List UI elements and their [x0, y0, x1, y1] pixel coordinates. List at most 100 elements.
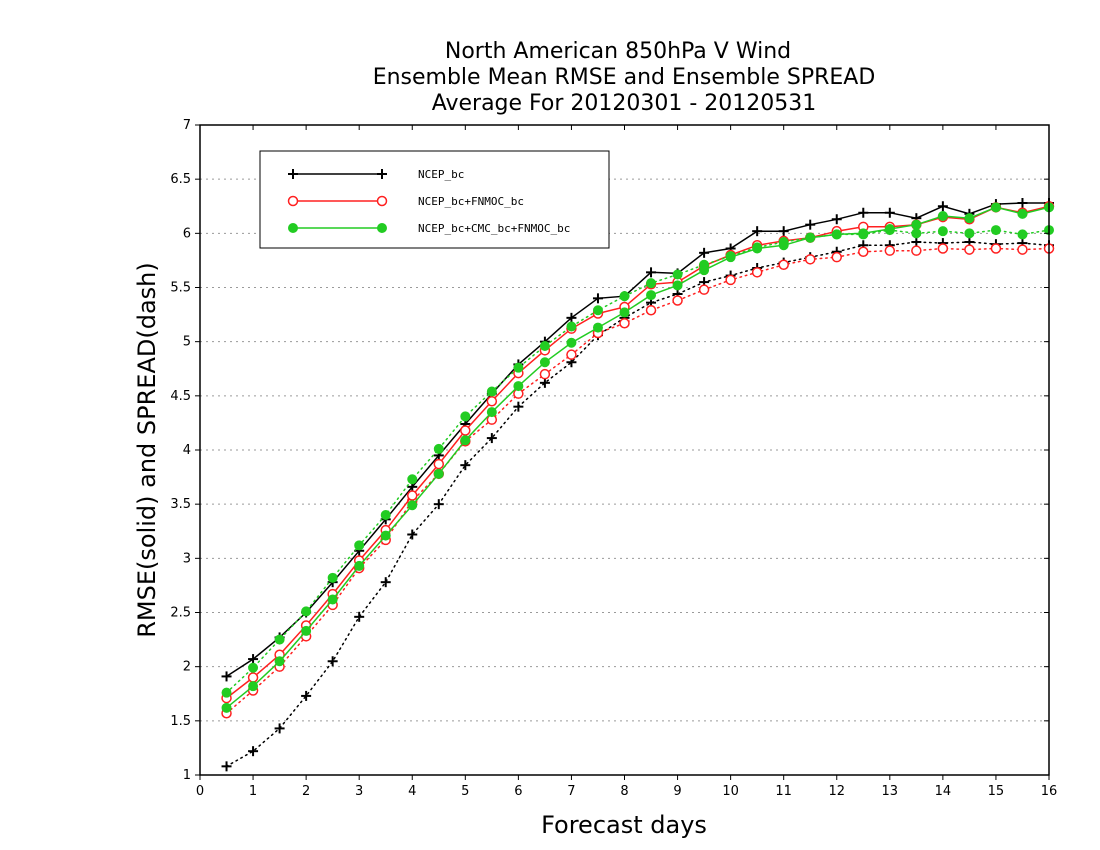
x-tick-label: 13 [882, 784, 899, 799]
series-1-rmse-point [805, 219, 816, 230]
series-3-rmse-point [486, 407, 497, 418]
series-3-rmse-point [778, 240, 789, 251]
series-3-rmse-point [248, 681, 259, 692]
series-1-spread-point [539, 377, 550, 388]
series-group [221, 198, 1055, 772]
series-3-rmse-point [990, 202, 1001, 213]
series-3-spread-point [990, 225, 1001, 236]
series-3-rmse-point [301, 625, 312, 636]
x-tick-label: 12 [828, 784, 845, 799]
series-3-rmse-point [274, 656, 285, 667]
series-3-rmse-point [805, 232, 816, 243]
series-2-spread-point [804, 254, 816, 265]
series-3-rmse-point [831, 229, 842, 240]
series-2-spread-point [751, 267, 763, 278]
series-1-spread-point [513, 401, 524, 412]
series-3-spread-point [486, 386, 497, 397]
x-tick-label: 10 [722, 784, 739, 799]
series-3-rmse-point [460, 435, 471, 446]
series-1-rmse-point [778, 226, 789, 237]
y-tick-label: 4 [183, 443, 191, 458]
gridlines [200, 178, 1049, 722]
series-2-rmse-point [433, 458, 445, 470]
series-1-rmse-point [221, 671, 232, 682]
legend-label-3: NCEP_bc+CMC_bc+FNMOC_bc [418, 222, 570, 235]
y-tick-label: 7 [183, 118, 191, 133]
series-2-spread-point [884, 245, 896, 256]
chart-title: North American 850hPa V Wind Ensemble Me… [373, 39, 876, 116]
series-1-rmse-point [831, 214, 842, 225]
series-1-spread-point [911, 237, 922, 247]
series-2-spread-point [672, 295, 683, 306]
series-2-spread-point [566, 349, 577, 360]
series-3-rmse-point [354, 560, 365, 571]
y-tick-label: 6.5 [170, 172, 191, 187]
title-line-2: Ensemble Mean RMSE and Ensemble SPREAD [373, 65, 876, 90]
series-3-spread-point [646, 278, 657, 289]
y-tick-label: 2.5 [170, 606, 191, 621]
y-tick-label: 5 [183, 335, 191, 350]
y-tick-label: 2 [183, 660, 191, 675]
y-tick-label: 3 [183, 551, 191, 566]
title-line-1: North American 850hPa V Wind [445, 39, 791, 64]
series-3-rmse-point [566, 337, 577, 348]
series-3-rmse-line [226, 206, 1050, 709]
series-2-spread-point [858, 246, 869, 257]
series-1-spread-point [327, 656, 338, 667]
series-3-rmse-point [221, 702, 232, 713]
series-3-spread-point [672, 269, 683, 280]
series-3-spread-point [566, 321, 577, 332]
series-3-rmse-point [937, 211, 948, 221]
legend-label-2: NCEP_bc+FNMOC_bc [418, 195, 524, 208]
series-3-rmse-point [513, 381, 524, 392]
series-2-spread-point [831, 251, 842, 263]
legend-marker [377, 169, 387, 179]
series-1-rmse-point [646, 267, 657, 278]
x-tick-label: 7 [567, 784, 575, 799]
y-tick-label: 5.5 [170, 281, 191, 296]
series-2-spread-point [937, 243, 949, 254]
series-1-rmse-point [566, 312, 577, 323]
x-tick-label: 5 [461, 784, 469, 799]
series-1-rmse-point [592, 293, 603, 304]
series-3-spread-point [937, 226, 948, 237]
series-1-spread-point [433, 499, 444, 510]
y-tick-label: 1.5 [170, 714, 191, 729]
x-tick-label: 14 [935, 784, 952, 799]
series-1-rmse-point [699, 247, 710, 258]
series-1-spread-point [380, 577, 391, 588]
x-tick-label: 4 [408, 784, 416, 799]
series-1-spread-point [407, 529, 418, 540]
legend-box [259, 150, 610, 249]
series-3-spread-point [248, 662, 259, 673]
series-2-rmse-point [460, 425, 471, 436]
series-3-spread-point [539, 341, 550, 351]
series-1-spread-point [221, 761, 232, 772]
series-2-rmse-point [486, 396, 498, 407]
series-2-spread-point [964, 244, 975, 255]
series-3-spread-point [354, 540, 365, 551]
series-2-spread-point [645, 305, 657, 316]
series-1-spread-point [248, 746, 259, 757]
y-axis-label: RMSE(solid) and SPREAD(dash) [133, 262, 161, 638]
x-tick-label: 6 [514, 784, 522, 799]
series-1-spread-point [274, 723, 285, 734]
series-3-spread-point [513, 362, 524, 373]
series-3-rmse-point [433, 468, 444, 479]
series-3-rmse-point [539, 357, 550, 368]
series-1-rmse-point [1017, 198, 1028, 208]
series-2-spread-point [725, 274, 736, 286]
series-1-rmse-point [884, 207, 895, 218]
series-3-rmse-point [380, 530, 391, 541]
series-3-rmse-point [884, 224, 895, 234]
series-1-rmse-point [858, 207, 869, 218]
y-tick-label: 3.5 [170, 497, 191, 512]
series-3-rmse-point [619, 307, 630, 318]
series-3-spread-point [327, 572, 338, 583]
series-3-rmse-point [752, 243, 763, 254]
series-3-rmse-point [327, 594, 338, 605]
series-3-spread-point [964, 228, 975, 239]
x-tick-label: 8 [620, 784, 628, 799]
series-3-spread-point [1017, 229, 1028, 240]
